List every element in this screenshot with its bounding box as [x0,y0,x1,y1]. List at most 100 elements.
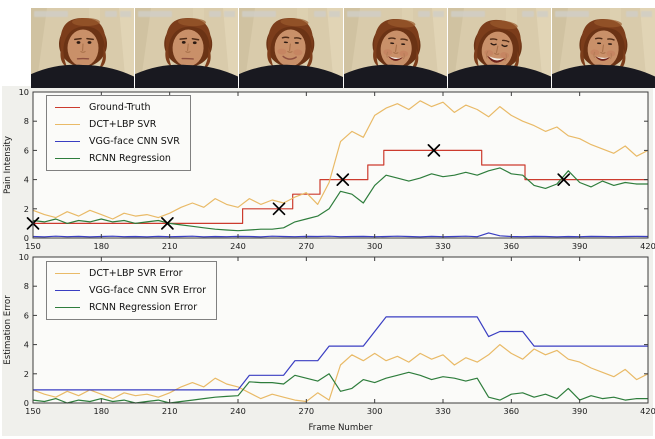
series-line-vgg-face-cnn-svr [32,232,649,238]
legend-entry: VGG-face CNN SVR [55,133,180,150]
frame-number-smudge [641,11,653,17]
series-line-rcnn-regression [32,167,648,232]
frame-number-smudge [521,11,534,17]
line-sample-vgg-cnn-svr-error [55,290,80,291]
frame-number-smudge [224,11,236,17]
video-frame [239,8,343,88]
legend-entry: RCNN Regression [55,150,180,167]
x-tick-label: 270 [299,406,315,416]
frame-number-smudge [209,11,222,17]
video-frame [31,8,135,88]
x-tick-label: 240 [230,406,246,416]
face-photo [239,8,343,88]
y-tick-label: 10 [19,252,29,262]
legend-label: RCNN Regression Error [89,302,198,313]
legend-entry: Ground-Truth [55,99,180,116]
y-axis-label: Pain Intensity [3,136,13,194]
y-tick-label: 0 [24,233,29,243]
face-photo [31,8,135,88]
video-frame [551,8,655,88]
face-photo [135,8,239,88]
frame-number-smudge [313,11,326,17]
series-line-dct-lbp-svr-error [32,343,649,403]
x-tick-label: 360 [504,241,520,251]
x-tick-label: 180 [94,241,110,251]
x-tick-label: 390 [572,241,588,251]
y-tick-label: 0 [24,398,29,408]
face-photo [343,8,447,88]
x-tick-label: 330 [435,406,451,416]
x-tick-label: 210 [162,241,178,251]
line-sample-dct-lbp-svr-error [55,273,80,274]
y-axis-label: Estimation Error [3,295,13,365]
y-tick-label: 4 [24,340,29,350]
y-tick-label: 4 [24,175,29,185]
y-tick-label: 8 [24,116,29,126]
frame-number-smudge [328,11,340,17]
x-marker [427,144,441,157]
face-photo [447,8,551,88]
x-tick-label: 180 [94,406,110,416]
video-frame [343,8,447,88]
timestamp-smudge [450,11,485,17]
x-tick-label: 240 [230,241,246,251]
line-sample-ground-truth [55,107,80,108]
x-marker [557,173,571,186]
line-sample-dct-lbp-svr [55,124,80,125]
x-tick-label: 270 [299,241,315,251]
y-tick-label: 10 [19,87,29,97]
timestamp-smudge [34,11,68,17]
series-line-dct-lbp-svr [32,100,649,220]
line-sample-rcnn-regression-error [55,307,80,308]
y-tick-label: 2 [24,204,29,214]
line-sample-vgg-cnn-svr [55,141,80,142]
y-tick-label: 8 [24,281,29,291]
legend-estimation-error: DCT+LBP SVR Error VGG-face CNN SVR Error… [46,261,218,320]
frame-number-smudge [432,11,444,17]
x-tick-label: 360 [504,406,520,416]
frame-number-smudge [536,11,548,17]
x-tick-label: 330 [435,241,451,251]
legend-entry: DCT+LBP SVR [55,116,180,133]
x-marker [336,173,350,186]
x-tick-label: 300 [367,241,383,251]
y-tick-label: 2 [24,369,29,379]
x-tick-label: 210 [162,406,178,416]
series-line-ground-truth [33,149,648,224]
x-tick-label: 150 [25,241,41,251]
timestamp-smudge [138,11,173,17]
legend-label: VGG-face CNN SVR [89,136,180,147]
series-line-vgg-face-cnn-svr-error [33,316,648,391]
x-marker [161,217,174,230]
x-tick-label: 300 [367,406,383,416]
frame-number-smudge [120,11,132,17]
x-tick-label: 390 [572,406,588,416]
line-sample-rcnn-regression [55,158,80,159]
legend-label: VGG-face CNN SVR Error [89,285,207,296]
x-marker [272,202,286,216]
timestamp-smudge [554,11,589,17]
frame-number-smudge [105,11,118,17]
video-frame [135,8,239,88]
x-tick-label: 150 [25,406,41,416]
frame-number-smudge [417,11,430,17]
legend-pain-intensity: Ground-Truth DCT+LBP SVR VGG-face CNN SV… [46,95,191,171]
x-tick-label: 420 [640,241,655,251]
timestamp-smudge [346,11,381,17]
y-tick-label: 6 [24,310,29,320]
face-photo [551,8,655,88]
x-tick-label: 420 [640,406,655,416]
legend-entry: VGG-face CNN SVR Error [55,282,206,299]
legend-label: Ground-Truth [89,102,151,113]
timestamp-smudge [242,11,277,17]
legend-entry: DCT+LBP SVR Error [55,265,206,282]
x-axis-label: Frame Number [308,423,372,433]
frame-number-smudge [626,11,639,17]
video-strip [31,8,655,88]
legend-label: DCT+LBP SVR Error [89,268,183,279]
y-tick-label: 6 [24,145,29,155]
legend-entry: RCNN Regression Error [55,299,206,316]
video-frame [447,8,551,88]
legend-label: DCT+LBP SVR [89,119,157,130]
